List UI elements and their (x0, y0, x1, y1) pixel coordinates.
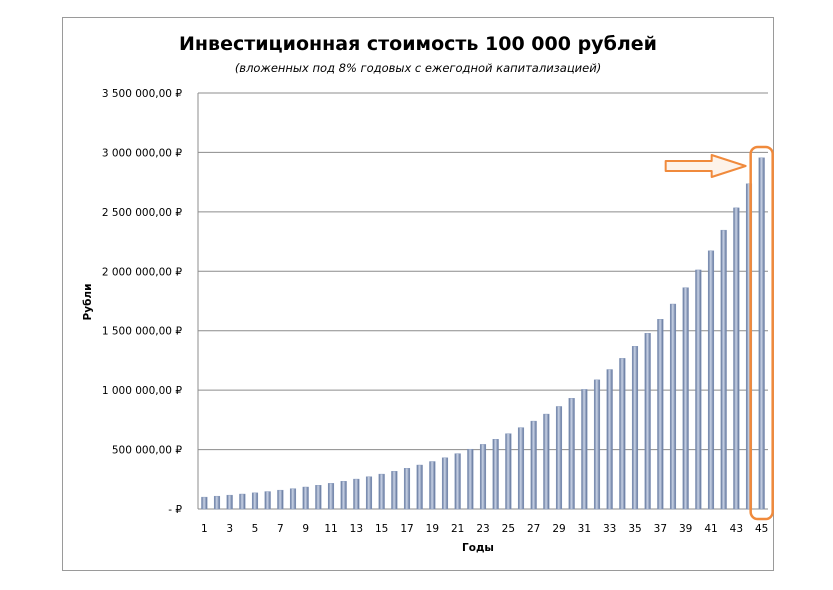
x-tick-label: 39 (679, 523, 692, 535)
bar-year-21 (454, 453, 461, 510)
bar-year-18 (416, 464, 423, 510)
bar-year-11 (327, 483, 335, 510)
x-tick-label: 43 (730, 523, 743, 535)
bar-year-25 (505, 433, 512, 510)
y-tick-label: 2 500 000,00 ₽ (102, 207, 182, 219)
bar-year-34 (619, 358, 626, 510)
x-tick-label: 13 (350, 523, 363, 535)
x-tick-label: 33 (603, 523, 616, 535)
x-tick-label: 27 (527, 523, 540, 535)
x-tick-label: 35 (628, 523, 641, 535)
y-tick-label: 2 000 000,00 ₽ (102, 266, 182, 278)
bar-year-17 (403, 468, 411, 510)
bar-year-35 (631, 346, 639, 510)
bar-year-41 (707, 250, 715, 510)
x-axis-title: Годы (462, 542, 494, 554)
x-tick-label: 25 (502, 523, 515, 535)
x-tick-label: 23 (476, 523, 489, 535)
bar-year-20 (441, 457, 449, 510)
chart-subtitle: (вложенных под 8% годовых с ежегодной ка… (235, 61, 601, 75)
bar-year-43 (733, 207, 740, 510)
x-tick-label: 15 (375, 523, 388, 535)
bar-year-16 (391, 471, 398, 510)
highlight-annotation (664, 145, 774, 521)
y-axis-ticks: - ₽ 500 000,00 ₽ 1 000 000,00 ₽ 1 500 000,0… (102, 88, 182, 516)
bar-year-19 (429, 461, 436, 510)
bar-year-2 (213, 495, 221, 510)
bar-year-26 (517, 427, 525, 510)
bar-year-27 (530, 420, 537, 510)
x-tick-label: 19 (426, 523, 439, 535)
y-tick-label: 1 000 000,00 ₽ (102, 385, 182, 397)
x-tick-label: 5 (252, 523, 259, 535)
y-tick-label: 3 000 000,00 ₽ (102, 147, 182, 159)
bar-year-37 (657, 319, 664, 510)
bar-year-42 (720, 229, 727, 510)
x-tick-label: 29 (552, 523, 565, 535)
highlight-box (749, 145, 774, 521)
bar-year-24 (492, 439, 499, 510)
bar-year-36 (644, 333, 651, 510)
y-tick-label: 500 000,00 ₽ (112, 445, 182, 457)
bar-year-12 (340, 481, 347, 510)
bar-year-33 (606, 369, 613, 510)
y-tick-label: 3 500 000,00 ₽ (102, 88, 182, 100)
bar-year-13 (353, 478, 360, 510)
x-tick-label: 21 (451, 523, 464, 535)
bar-year-9 (302, 486, 309, 510)
bar-year-30 (568, 398, 575, 510)
bar-year-15 (378, 473, 385, 510)
x-tick-label: 9 (302, 523, 309, 535)
bar-year-40 (695, 269, 702, 510)
bar-year-38 (669, 303, 677, 510)
bar-year-3 (226, 494, 233, 510)
bar-year-7 (277, 489, 284, 510)
bar-year-4 (239, 493, 246, 510)
y-axis-title: Рубли (82, 284, 94, 321)
x-tick-label: 3 (226, 523, 233, 535)
bar-year-45 (758, 157, 765, 510)
bar-year-23 (479, 444, 487, 510)
y-tick-label: 1 500 000,00 ₽ (102, 326, 182, 338)
bars (201, 157, 765, 510)
x-tick-label: 11 (324, 523, 337, 535)
arrow-icon (664, 154, 747, 178)
bar-year-14 (365, 476, 373, 510)
x-tick-label: 45 (755, 523, 768, 535)
bar-year-39 (682, 287, 689, 510)
x-tick-label: 1 (201, 523, 208, 535)
bar-year-5 (251, 492, 259, 510)
x-tick-label: 41 (704, 523, 717, 535)
x-tick-label: 7 (277, 523, 284, 535)
x-tick-label: 17 (400, 523, 413, 535)
bar-year-8 (289, 488, 297, 510)
bar-year-22 (467, 448, 474, 510)
bar-year-28 (543, 413, 550, 510)
bar-year-31 (581, 389, 588, 510)
bar-year-1 (201, 496, 208, 510)
x-tick-label: 31 (578, 523, 591, 535)
x-axis-ticks: 1 3 5 7 9 11 13 15 17 19 21 23 25 27 29 31 33 35 37 39 41 43 4… (201, 523, 768, 535)
bar-year-32 (593, 379, 601, 510)
y-tick-label: - ₽ (168, 504, 182, 516)
x-tick-label: 37 (654, 523, 667, 535)
bar-year-29 (555, 406, 563, 510)
bar-year-6 (264, 491, 271, 510)
chart-title: Инвестиционная стоимость 100 000 рублей (179, 33, 657, 55)
bar-year-10 (315, 485, 322, 510)
